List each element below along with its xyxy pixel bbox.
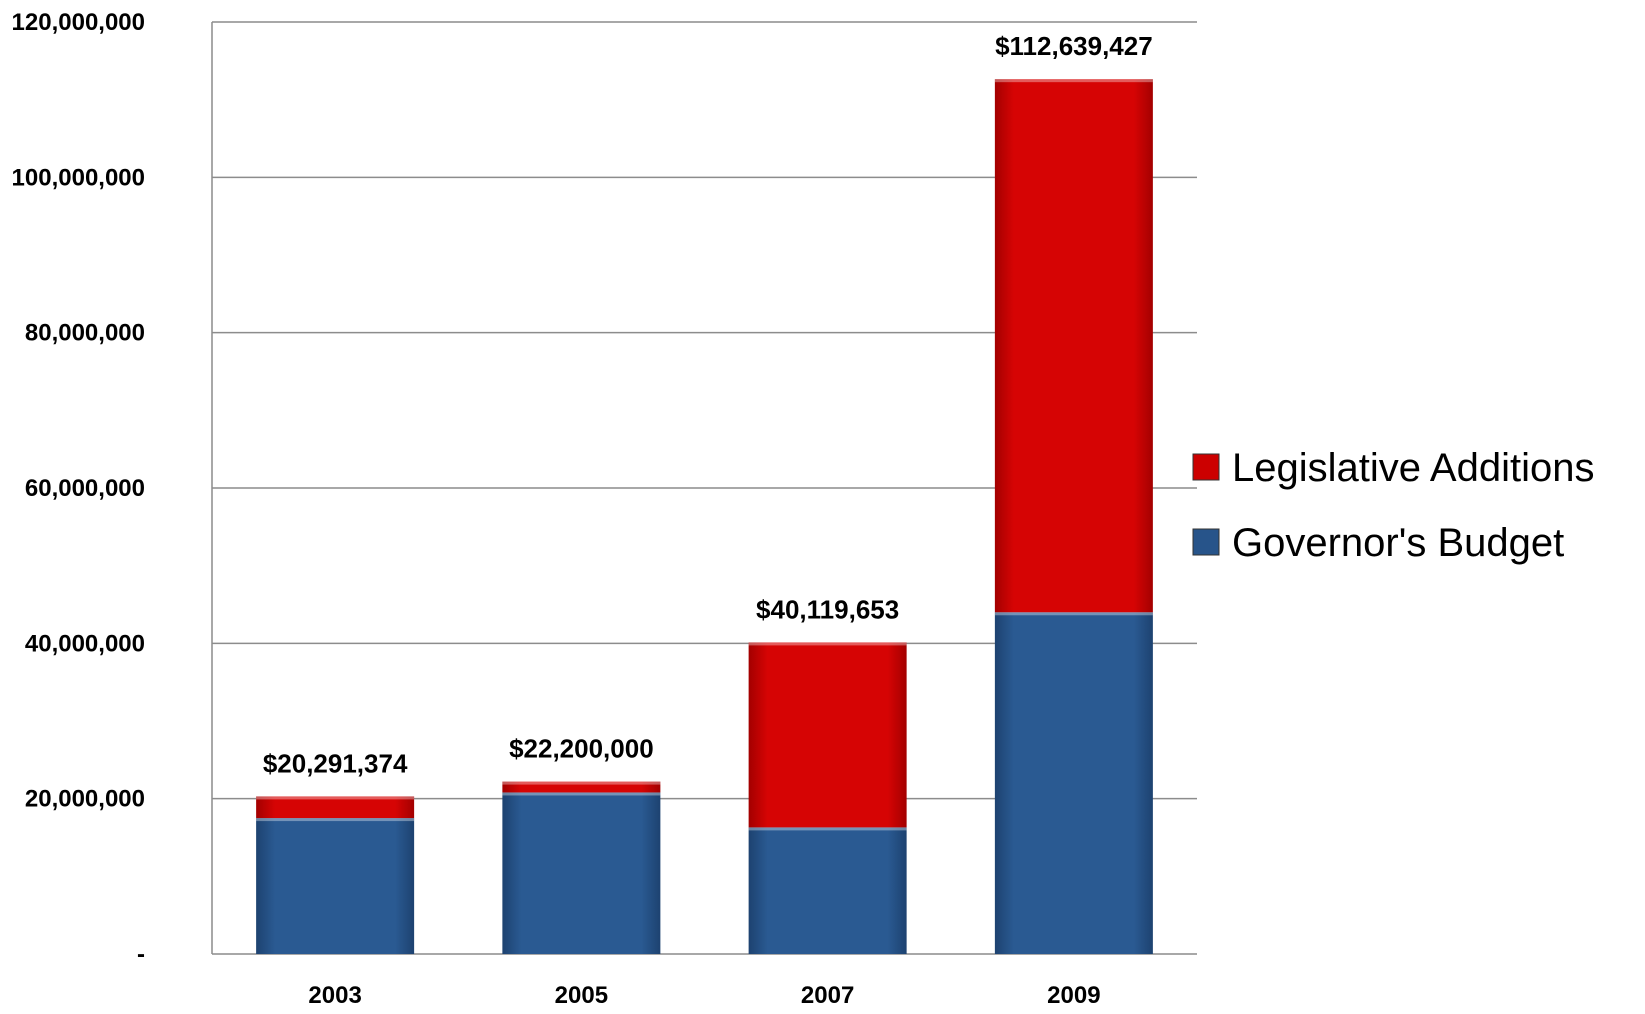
bar-segment-governor-s-budget-2009 [994,612,1153,954]
y-tick-label: 60,000,000 [25,475,145,502]
bars [256,79,1153,954]
legend-label: Governor's Budget [1232,521,1564,565]
bar-segment-highlight [256,818,415,822]
bar-segment-governor-s-budget-2007 [748,827,907,954]
total-data-label: $22,200,000 [509,734,654,764]
bar-segment-highlight [994,79,1153,83]
x-category-label: 2007 [801,982,854,1009]
x-category-label: 2005 [555,982,608,1009]
bar-segment-highlight [502,792,661,796]
bar-segment-legislative-additions-2003 [256,796,415,819]
legend-label: Legislative Additions [1232,446,1594,490]
bar-segment-legislative-additions-2005 [502,781,661,793]
legend-swatch-legislative-additions [1192,453,1220,481]
bar-segment-governor-s-budget-2005 [502,792,661,954]
x-category-label: 2009 [1047,982,1100,1009]
bar-segment-highlight [748,642,907,646]
bar-segment-highlight [748,827,907,831]
total-data-labels: $20,291,374 $22,200,000 $40,119,653 $112,63… [263,31,1153,778]
bar-segment-highlight [994,612,1153,616]
x-category-label: 2003 [308,982,361,1009]
bar-segment-governor-s-budget-2003 [256,818,415,954]
legend: Legislative Additions Governor's Budget [1192,446,1594,565]
bar-segment-legislative-additions-2009 [994,79,1153,613]
y-tick-label: 40,000,000 [25,630,145,657]
total-data-label: $40,119,653 [756,594,899,624]
y-tick-label: - [137,941,145,968]
bar-segment-highlight [502,781,661,785]
total-data-label: $112,639,427 [995,31,1153,61]
y-axis-tick-labels: - 20,000,000 40,000,000 60,000,000 80,000,00… [12,9,145,968]
bar-segment-highlight [256,796,415,800]
legend-swatch-governor-s-budget [1192,528,1220,556]
x-axis-category-labels: 2003 2005 2007 2009 [308,982,1100,1009]
y-tick-label: 80,000,000 [25,320,145,347]
total-data-label: $20,291,374 [263,748,408,778]
gridlines [211,21,1197,955]
bar-segment-legislative-additions-2007 [748,642,907,828]
y-tick-label: 20,000,000 [25,786,145,813]
y-tick-label: 120,000,000 [12,9,145,36]
y-tick-label: 100,000,000 [12,164,145,191]
